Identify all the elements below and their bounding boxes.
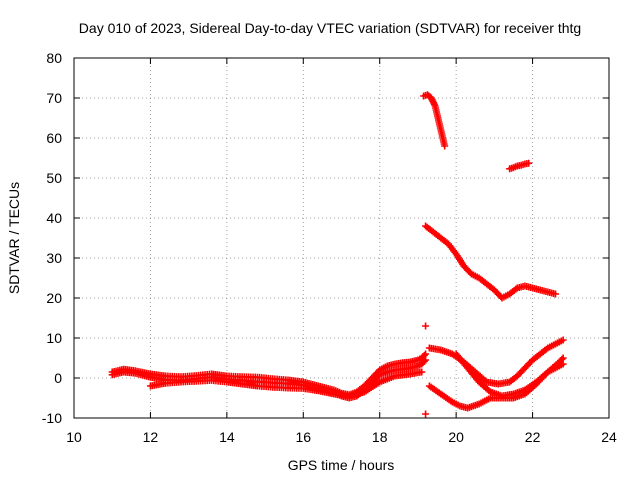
data-point: [420, 351, 428, 359]
series-wave-high: [425, 336, 567, 388]
series-decay-trace: [422, 222, 559, 302]
x-tick-label: 14: [219, 429, 235, 445]
x-tick-label: 22: [525, 429, 541, 445]
x-tick-label: 16: [295, 429, 311, 445]
y-tick-label: 40: [46, 210, 62, 226]
data-point: [559, 360, 567, 368]
data-point: [420, 357, 428, 365]
series-outliers: [422, 322, 430, 418]
series-wave-low: [425, 360, 567, 412]
y-tick-label: 20: [46, 290, 62, 306]
y-tick-label: 10: [46, 330, 62, 346]
series-baseline-band-c: [146, 368, 426, 400]
series-short-trace: [506, 159, 533, 173]
x-tick-label: 24: [601, 429, 617, 445]
x-tick-label: 12: [143, 429, 159, 445]
y-tick-label: 80: [46, 50, 62, 66]
grid: [74, 58, 609, 418]
data-point: [422, 350, 430, 358]
x-tick-label: 10: [66, 429, 82, 445]
data-point: [422, 410, 430, 418]
data-point: [525, 159, 533, 167]
chart-title: Day 010 of 2023, Sidereal Day-to-day VTE…: [79, 20, 581, 36]
series-steep-trace: [420, 91, 449, 150]
x-tick-label: 20: [448, 429, 464, 445]
x-tick-label: 18: [372, 429, 388, 445]
data-series: [108, 91, 567, 418]
x-axis-label: GPS time / hours: [288, 457, 395, 473]
data-point: [418, 368, 426, 376]
data-point: [422, 322, 430, 330]
data-point: [552, 290, 559, 298]
y-axis-label: SDTVAR / TECUs: [6, 182, 22, 294]
series-wave-mid: [452, 350, 567, 400]
y-tick-label: 30: [46, 250, 62, 266]
data-point: [559, 354, 567, 362]
y-tick-label: -10: [42, 410, 62, 426]
y-tick-label: 60: [46, 130, 62, 146]
data-point: [559, 336, 567, 344]
axis-ticks: 10 12 14 16 18 20 22 24 -10 0 10 20 30 40 50 60 70 80: [42, 50, 617, 445]
data-point: [422, 356, 430, 364]
plot-frame: [73, 57, 610, 419]
y-tick-label: 70: [46, 90, 62, 106]
y-tick-label: 50: [46, 170, 62, 186]
data-point: [441, 142, 449, 150]
y-tick-label: 0: [54, 370, 62, 386]
